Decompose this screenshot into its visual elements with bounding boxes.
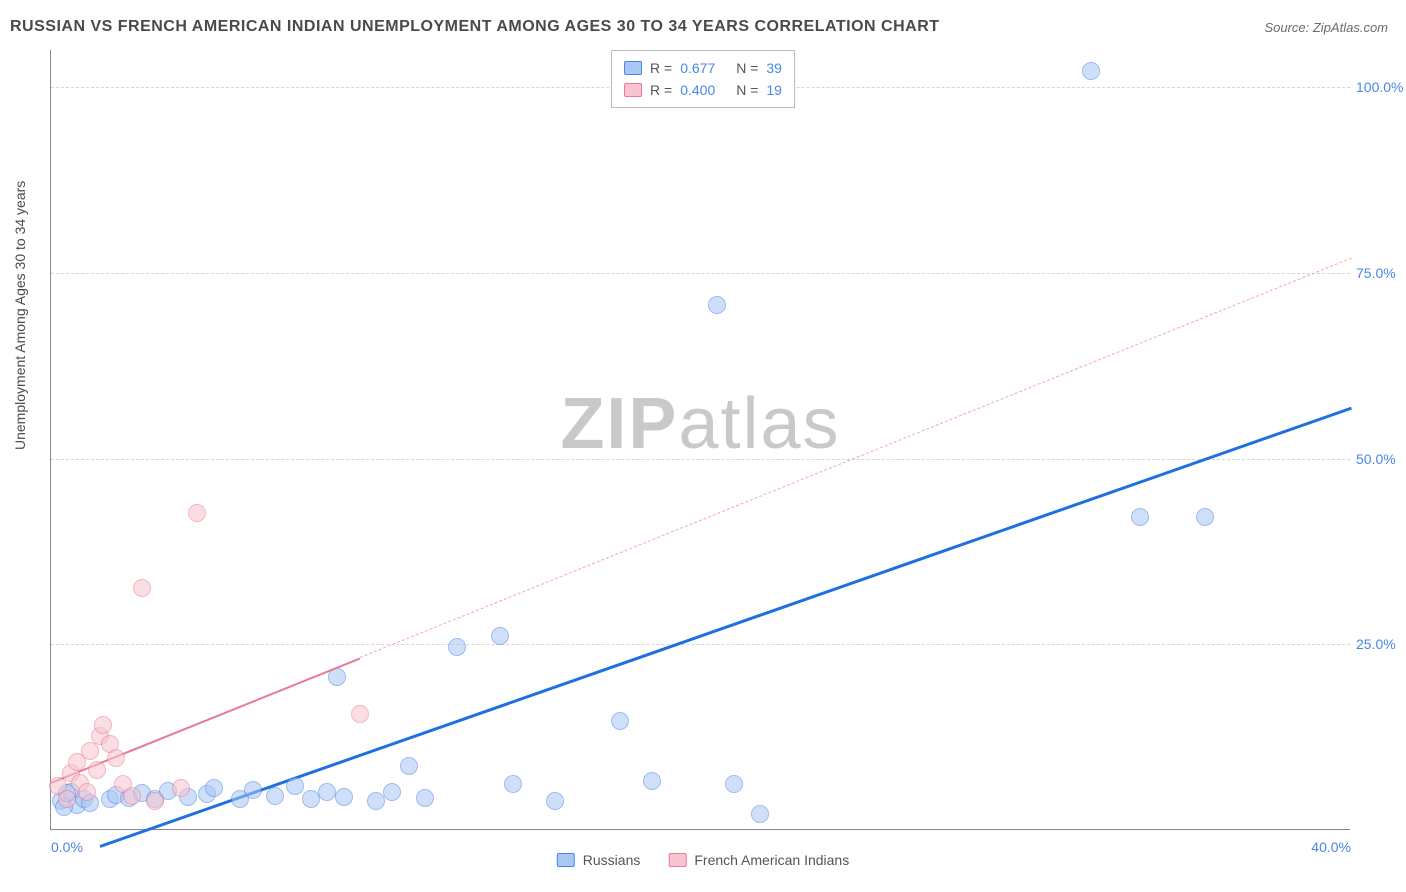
data-point xyxy=(708,296,726,314)
data-point xyxy=(286,777,304,795)
legend-swatch xyxy=(557,853,575,867)
legend-row: R = 0.677 N = 39 xyxy=(624,57,782,79)
data-point xyxy=(491,627,509,645)
gridline-h xyxy=(51,273,1350,274)
data-point xyxy=(188,504,206,522)
data-point xyxy=(107,749,125,767)
chart-title: RUSSIAN VS FRENCH AMERICAN INDIAN UNEMPL… xyxy=(10,18,940,36)
data-point xyxy=(546,792,564,810)
data-point xyxy=(400,757,418,775)
data-point xyxy=(448,638,466,656)
data-point xyxy=(1131,508,1149,526)
chart-container: RUSSIAN VS FRENCH AMERICAN INDIAN UNEMPL… xyxy=(0,0,1406,892)
data-point xyxy=(133,579,151,597)
legend-swatch xyxy=(624,61,642,75)
legend-swatch xyxy=(624,83,642,97)
data-point xyxy=(416,789,434,807)
n-value: 39 xyxy=(766,57,782,79)
data-point xyxy=(367,792,385,810)
legend-row: R = 0.400 N = 19 xyxy=(624,79,782,101)
data-point xyxy=(94,716,112,734)
n-label: N = xyxy=(736,57,758,79)
data-point xyxy=(611,712,629,730)
r-value: 0.400 xyxy=(680,79,728,101)
legend-correlation: R = 0.677 N = 39 R = 0.400 N = 19 xyxy=(611,50,795,108)
r-label: R = xyxy=(650,57,672,79)
ytick-label: 75.0% xyxy=(1356,265,1406,281)
xtick-label: 40.0% xyxy=(1311,839,1351,855)
watermark: ZIPatlas xyxy=(560,383,840,465)
legend-series: Russians French American Indians xyxy=(557,852,849,868)
n-value: 19 xyxy=(766,79,782,101)
data-point xyxy=(751,805,769,823)
data-point xyxy=(383,783,401,801)
data-point xyxy=(302,790,320,808)
data-point xyxy=(1082,62,1100,80)
watermark-prefix: ZIP xyxy=(560,384,678,464)
r-label: R = xyxy=(650,79,672,101)
data-point xyxy=(78,783,96,801)
legend-label: Russians xyxy=(583,852,641,868)
gridline-h xyxy=(51,459,1350,460)
source-attribution: Source: ZipAtlas.com xyxy=(1264,20,1388,35)
legend-item: Russians xyxy=(557,852,641,868)
data-point xyxy=(1196,508,1214,526)
data-point xyxy=(123,787,141,805)
ytick-label: 100.0% xyxy=(1356,79,1406,95)
data-point xyxy=(244,781,262,799)
plot-area: ZIPatlas 25.0%50.0%75.0%100.0%0.0%40.0% xyxy=(50,50,1350,830)
data-point xyxy=(504,775,522,793)
r-value: 0.677 xyxy=(680,57,728,79)
legend-swatch xyxy=(668,853,686,867)
watermark-suffix: atlas xyxy=(678,384,840,464)
data-point xyxy=(146,792,164,810)
n-label: N = xyxy=(736,79,758,101)
gridline-h xyxy=(51,644,1350,645)
data-point xyxy=(351,705,369,723)
data-point xyxy=(266,787,284,805)
xtick-label: 0.0% xyxy=(51,839,83,855)
legend-label: French American Indians xyxy=(694,852,849,868)
ytick-label: 50.0% xyxy=(1356,451,1406,467)
data-point xyxy=(88,761,106,779)
data-point xyxy=(172,779,190,797)
data-point xyxy=(335,788,353,806)
ytick-label: 25.0% xyxy=(1356,636,1406,652)
data-point xyxy=(205,779,223,797)
data-point xyxy=(725,775,743,793)
data-point xyxy=(58,790,76,808)
data-point xyxy=(643,772,661,790)
legend-item: French American Indians xyxy=(668,852,849,868)
data-point xyxy=(318,783,336,801)
y-axis-label: Unemployment Among Ages 30 to 34 years xyxy=(12,181,28,450)
